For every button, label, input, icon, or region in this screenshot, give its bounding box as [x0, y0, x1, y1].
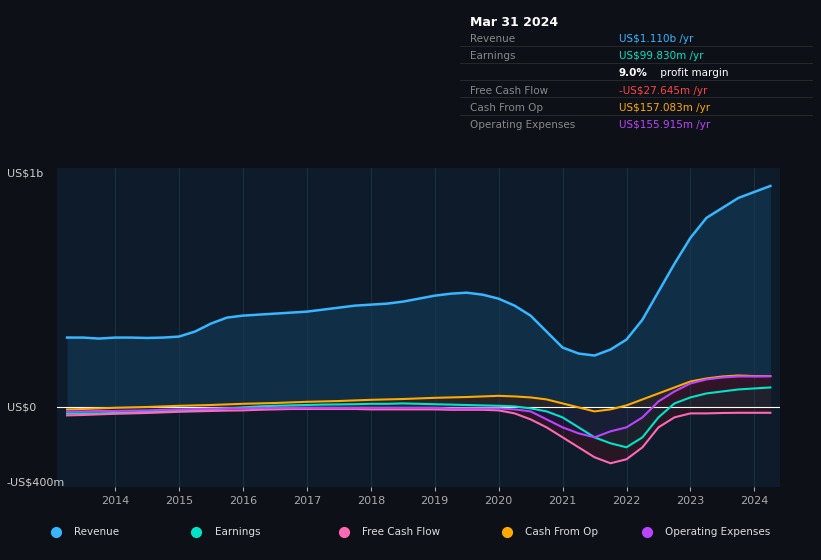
Text: Free Cash Flow: Free Cash Flow: [470, 86, 548, 96]
Text: profit margin: profit margin: [658, 68, 729, 78]
Text: -US$400m: -US$400m: [7, 477, 65, 487]
Text: US$155.915m /yr: US$155.915m /yr: [619, 120, 710, 130]
Text: 9.0%: 9.0%: [619, 68, 648, 78]
Text: Operating Expenses: Operating Expenses: [470, 120, 576, 130]
Text: Revenue: Revenue: [470, 34, 516, 44]
Text: Cash From Op: Cash From Op: [525, 527, 598, 537]
Text: Operating Expenses: Operating Expenses: [666, 527, 771, 537]
Text: Revenue: Revenue: [75, 527, 119, 537]
Text: US$157.083m /yr: US$157.083m /yr: [619, 103, 709, 113]
Text: Cash From Op: Cash From Op: [470, 103, 544, 113]
Text: Earnings: Earnings: [215, 527, 260, 537]
Text: US$1.110b /yr: US$1.110b /yr: [619, 34, 693, 44]
Text: Free Cash Flow: Free Cash Flow: [363, 527, 441, 537]
Text: US$1b: US$1b: [7, 168, 44, 178]
Text: -US$27.645m /yr: -US$27.645m /yr: [619, 86, 707, 96]
Text: US$99.830m /yr: US$99.830m /yr: [619, 51, 703, 61]
Text: Earnings: Earnings: [470, 51, 516, 61]
Text: US$0: US$0: [7, 403, 36, 412]
Text: Mar 31 2024: Mar 31 2024: [470, 16, 558, 30]
